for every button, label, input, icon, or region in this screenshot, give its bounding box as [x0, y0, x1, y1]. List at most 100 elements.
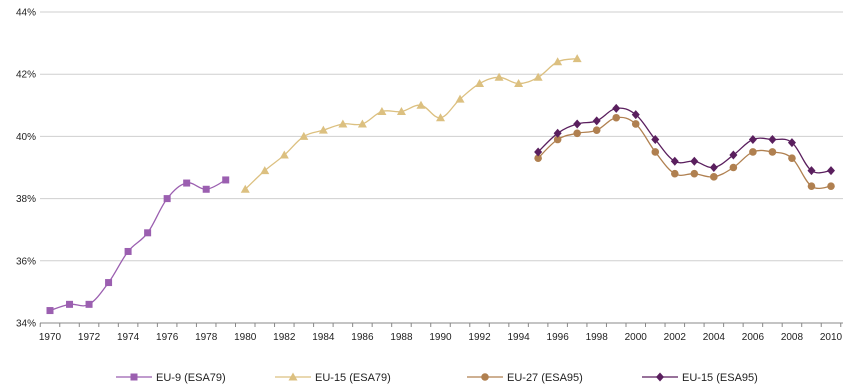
data-point: [377, 107, 387, 116]
x-tick-label: 1974: [117, 332, 140, 343]
data-point: [573, 119, 582, 129]
legend-label: EU-15 (ESA79): [315, 372, 391, 384]
data-point: [183, 179, 191, 187]
x-tick-label: 2004: [703, 332, 726, 343]
data-point: [279, 150, 289, 159]
data-point: [260, 166, 270, 175]
data-point: [671, 169, 679, 178]
data-point: [787, 138, 796, 148]
y-tick-label: 36%: [16, 256, 36, 267]
data-point: [338, 119, 348, 128]
x-tick-label: 1986: [351, 332, 374, 343]
x-tick-label: 2000: [625, 332, 648, 343]
data-point: [729, 163, 738, 172]
legend-marker: [656, 372, 664, 382]
y-tick-label: 38%: [16, 194, 36, 205]
legend-marker: [130, 373, 138, 381]
data-point: [553, 57, 563, 66]
data-point: [534, 147, 543, 157]
data-point: [85, 300, 93, 308]
legend-label: EU-15 (ESA95): [682, 372, 758, 384]
data-point: [807, 166, 816, 176]
data-point: [455, 94, 465, 103]
data-point: [494, 72, 504, 81]
x-tick-label: 1998: [586, 332, 609, 343]
legend-label: EU-9 (ESA79): [156, 372, 226, 384]
x-tick-label: 1988: [390, 332, 413, 343]
data-point: [144, 229, 152, 237]
data-point: [396, 107, 406, 116]
x-tick-label: 1978: [195, 332, 218, 343]
x-tick-label: 1976: [156, 332, 179, 343]
x-tick-label: 2010: [820, 332, 843, 343]
x-tick-label: 1980: [234, 332, 257, 343]
data-point: [768, 135, 777, 145]
data-point: [573, 129, 581, 138]
data-point: [572, 54, 582, 63]
data-point: [357, 119, 367, 128]
series-line-3: [537, 107, 832, 174]
data-point: [710, 173, 718, 181]
data-point: [631, 110, 640, 120]
data-point: [534, 154, 542, 162]
data-point: [416, 100, 426, 109]
data-point: [318, 125, 328, 134]
x-tick-label: 1990: [429, 332, 452, 343]
x-tick-label: 1972: [78, 332, 101, 343]
data-point: [651, 135, 660, 145]
data-point: [768, 148, 777, 156]
x-tick-label: 1996: [547, 332, 570, 343]
data-point: [748, 135, 757, 145]
data-point: [729, 150, 738, 160]
series-line-2: [537, 116, 832, 190]
x-tick-label: 1982: [273, 332, 296, 343]
data-point: [709, 163, 718, 172]
data-point: [299, 131, 309, 140]
data-point: [690, 169, 699, 178]
data-point: [553, 135, 562, 144]
data-point: [670, 156, 679, 166]
data-point: [222, 176, 230, 184]
data-point: [514, 79, 524, 88]
data-point: [66, 300, 74, 308]
data-point: [553, 128, 562, 138]
y-tick-label: 44%: [16, 8, 36, 19]
data-point: [651, 148, 660, 156]
data-point: [46, 307, 54, 315]
data-point: [436, 113, 445, 122]
data-point: [475, 79, 485, 88]
data-point: [592, 126, 601, 134]
x-tick-label: 2008: [781, 332, 804, 343]
x-tick-label: 2002: [664, 332, 687, 343]
y-tick-label: 42%: [16, 70, 36, 81]
legend-marker: [288, 372, 298, 381]
x-tick-label: 1970: [39, 332, 62, 343]
data-point: [807, 182, 816, 190]
data-point: [827, 166, 835, 176]
data-point: [612, 103, 621, 113]
data-point: [533, 72, 543, 81]
data-point: [105, 279, 113, 287]
y-tick-label: 40%: [16, 132, 36, 143]
y-tick-label: 34%: [16, 319, 36, 330]
data-point: [827, 182, 835, 190]
series-line-1: [244, 58, 578, 190]
legend-marker: [481, 373, 489, 381]
data-point: [202, 185, 210, 193]
data-point: [163, 195, 171, 203]
x-tick-label: 1984: [312, 332, 335, 343]
x-tick-label: 1992: [468, 332, 491, 343]
data-point: [592, 116, 601, 126]
data-point: [631, 120, 640, 128]
legend-label: EU-27 (ESA95): [507, 372, 583, 384]
data-point: [124, 247, 132, 255]
data-point: [612, 113, 621, 122]
data-point: [690, 156, 699, 166]
data-point: [788, 154, 796, 162]
x-tick-label: 2006: [742, 332, 765, 343]
x-tick-label: 1994: [507, 332, 530, 343]
data-point: [749, 148, 757, 156]
data-point: [240, 184, 250, 193]
series-line-0: [49, 179, 227, 312]
